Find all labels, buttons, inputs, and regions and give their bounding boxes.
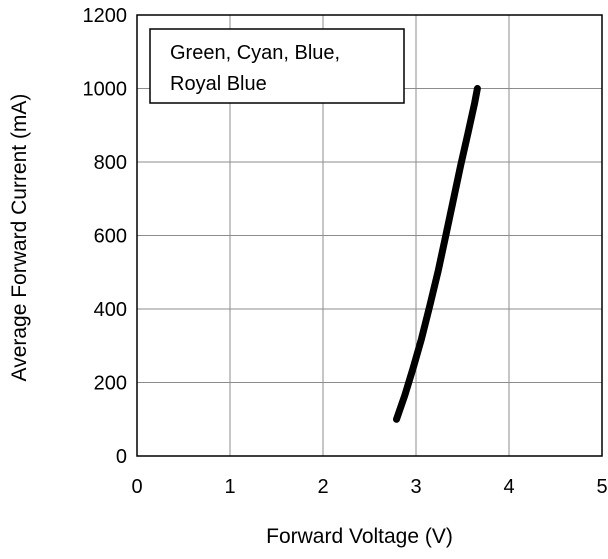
x-tick-label: 0	[131, 476, 142, 498]
y-tick-label: 400	[94, 299, 127, 321]
y-tick-label: 800	[94, 152, 127, 174]
y-tick-label: 1200	[83, 5, 128, 27]
legend-entry-line-1: Green, Cyan, Blue,	[170, 42, 340, 64]
x-tick-label: 1	[224, 476, 235, 498]
y-axis-label: Average Forward Current (mA)	[8, 94, 31, 382]
x-tick-label: 2	[317, 476, 328, 498]
x-axis-ticks: 0 1 2 3 4 5	[131, 476, 607, 498]
y-tick-label: 600	[94, 226, 127, 248]
legend-box	[149, 28, 405, 104]
legend-entry-line-2: Royal Blue	[170, 73, 267, 95]
y-axis-ticks: 0 200 400 600 800 1000 1200	[83, 5, 128, 468]
y-tick-label: 1000	[83, 79, 128, 101]
x-tick-label: 3	[410, 476, 421, 498]
y-tick-label: 0	[116, 446, 127, 468]
x-tick-label: 4	[503, 476, 514, 498]
legend: Green, Cyan, Blue, Royal Blue	[149, 28, 405, 104]
x-axis-label: Forward Voltage (V)	[266, 525, 453, 548]
plot-area-frame	[136, 14, 603, 457]
x-tick-label: 5	[596, 476, 607, 498]
series-line-0	[393, 85, 481, 423]
series-layer	[393, 85, 481, 423]
y-tick-label: 200	[94, 373, 127, 395]
